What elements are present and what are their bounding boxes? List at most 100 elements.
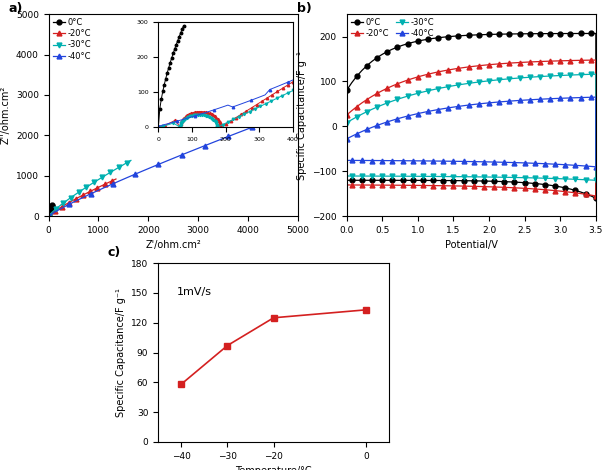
-30°C xyxy=(115,164,122,170)
-20°C xyxy=(97,183,105,189)
0°C xyxy=(48,203,55,209)
0°C xyxy=(49,202,56,207)
Legend: 0°C, -20°C, -30°C, -40°C: 0°C, -20°C, -30°C, -40°C xyxy=(53,18,91,61)
-40°C xyxy=(217,137,224,142)
-40°C xyxy=(155,162,162,167)
0°C xyxy=(46,210,53,216)
-20°C xyxy=(536,187,544,192)
0°C xyxy=(47,204,55,210)
0°C xyxy=(47,206,54,212)
-40°C xyxy=(440,106,447,111)
0°C xyxy=(343,178,350,183)
-30°C xyxy=(343,173,350,179)
0°C xyxy=(592,196,599,201)
0°C xyxy=(48,204,55,209)
-30°C xyxy=(87,182,94,188)
-40°C xyxy=(225,133,232,139)
X-axis label: Z'/ohm.cm²: Z'/ohm.cm² xyxy=(145,241,201,251)
Y-axis label: Z''/ohm.cm²: Z''/ohm.cm² xyxy=(1,86,10,144)
-40°C xyxy=(132,171,139,177)
-40°C xyxy=(72,198,80,204)
-20°C xyxy=(592,193,599,199)
-20°C xyxy=(72,196,80,202)
-40°C xyxy=(117,178,124,183)
-20°C xyxy=(48,211,55,216)
-30°C xyxy=(358,173,365,179)
-30°C xyxy=(52,206,59,212)
Text: c): c) xyxy=(107,246,120,259)
0°C xyxy=(343,87,350,93)
-40°C xyxy=(373,158,381,164)
0°C xyxy=(46,209,53,214)
-40°C xyxy=(358,157,365,163)
-30°C xyxy=(75,189,82,195)
-30°C xyxy=(107,170,114,175)
0°C xyxy=(49,202,56,208)
-30°C xyxy=(536,175,544,181)
-20°C xyxy=(112,176,120,182)
-40°C xyxy=(241,127,248,133)
-20°C xyxy=(358,182,365,188)
X-axis label: Temperature/°C: Temperature/°C xyxy=(235,466,312,470)
-40°C xyxy=(124,174,131,180)
0°C xyxy=(47,205,54,211)
0°C xyxy=(577,189,584,195)
-20°C xyxy=(83,190,90,196)
Line: -30°C: -30°C xyxy=(46,158,133,219)
-30°C xyxy=(98,174,106,180)
-30°C xyxy=(63,197,71,203)
-20°C xyxy=(460,65,467,70)
-20°C xyxy=(55,206,62,212)
-40°C xyxy=(201,143,209,149)
-20°C xyxy=(592,57,599,63)
0°C xyxy=(47,206,54,212)
-30°C xyxy=(45,213,52,219)
-20°C xyxy=(86,188,94,194)
-30°C xyxy=(56,204,63,209)
0°C xyxy=(46,208,54,213)
-40°C xyxy=(178,152,185,158)
-40°C xyxy=(58,205,66,211)
0°C xyxy=(46,207,54,213)
Line: -40°C: -40°C xyxy=(344,94,598,169)
Text: b): b) xyxy=(297,2,311,15)
-40°C xyxy=(170,155,178,161)
Line: -20°C: -20°C xyxy=(46,177,119,219)
-20°C xyxy=(79,192,86,198)
-40°C xyxy=(249,125,256,130)
-20°C xyxy=(61,202,69,208)
-40°C xyxy=(109,181,117,187)
-30°C xyxy=(373,173,381,179)
-40°C xyxy=(343,157,350,163)
-40°C xyxy=(162,158,170,164)
-20°C xyxy=(343,182,350,188)
-40°C xyxy=(592,164,599,170)
-40°C xyxy=(193,146,201,151)
-20°C xyxy=(105,180,112,185)
-20°C xyxy=(373,182,381,188)
-30°C xyxy=(592,178,599,183)
-30°C xyxy=(67,195,74,201)
-30°C xyxy=(440,85,447,90)
-20°C xyxy=(76,194,83,200)
-40°C xyxy=(460,103,467,109)
-40°C xyxy=(65,202,72,207)
-20°C xyxy=(577,191,584,196)
-30°C xyxy=(460,81,467,87)
Y-axis label: Specific Capacitance/F g⁻¹: Specific Capacitance/F g⁻¹ xyxy=(297,51,306,180)
0°C xyxy=(47,205,55,211)
Line: -40°C: -40°C xyxy=(46,119,271,219)
Line: -20°C: -20°C xyxy=(344,58,598,198)
-20°C xyxy=(94,185,101,191)
-40°C xyxy=(94,188,102,193)
-30°C xyxy=(577,177,584,182)
-40°C xyxy=(139,168,147,173)
-40°C xyxy=(185,149,193,155)
-30°C xyxy=(592,71,599,77)
0°C xyxy=(592,31,599,36)
-40°C xyxy=(233,131,240,136)
-30°C xyxy=(71,192,78,198)
-40°C xyxy=(52,209,59,215)
-40°C xyxy=(257,121,264,127)
Line: 0°C: 0°C xyxy=(344,31,598,201)
